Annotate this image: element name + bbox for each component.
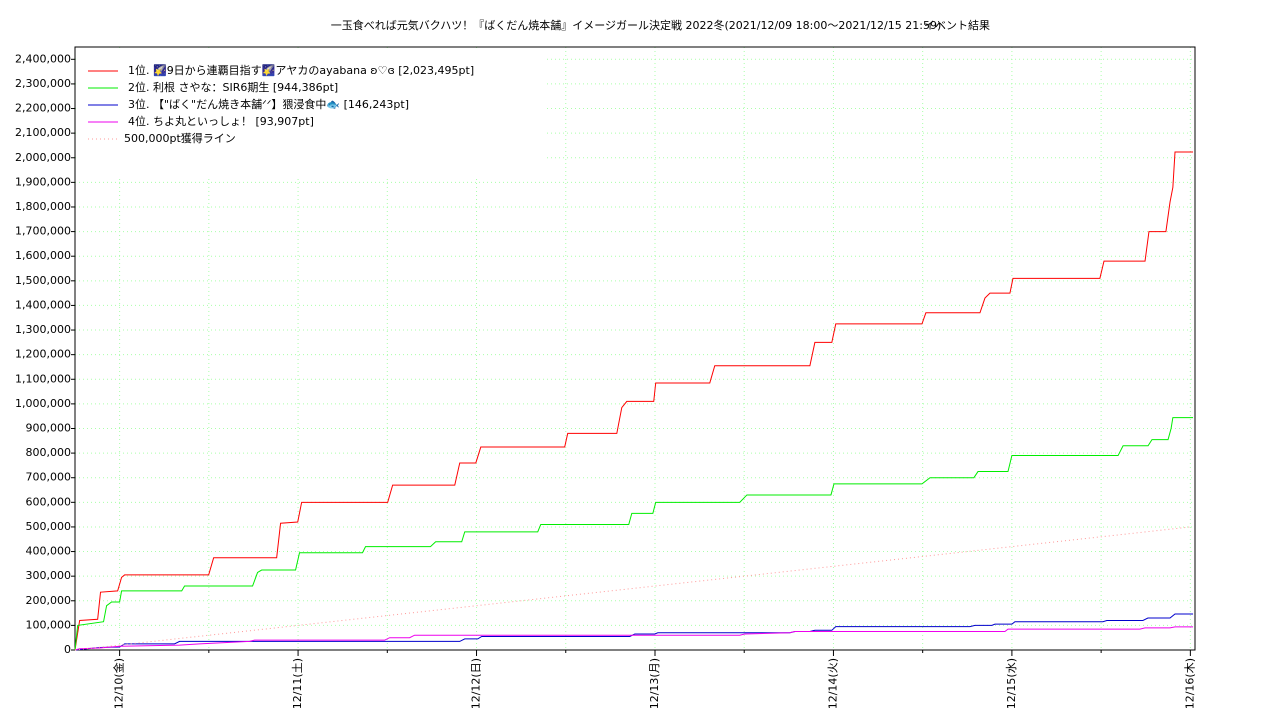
y-tick-label: 2,300,000 [15, 77, 71, 90]
chart-title: 一玉食べれば元気バクハツ！『ばくだん焼本舗』イメージガール決定戦 2022冬(2… [331, 18, 942, 32]
y-tick-label: 1,700,000 [15, 225, 71, 238]
y-tick-label: 2,000,000 [15, 151, 71, 164]
x-tick-label: 12/12(日) [470, 658, 483, 709]
y-tick-label: 1,100,000 [15, 372, 71, 385]
y-tick-label: 300,000 [26, 569, 72, 582]
x-tick-label: 12/13(月) [648, 658, 661, 709]
series-line [74, 417, 1194, 651]
y-tick-label: 2,400,000 [15, 52, 71, 65]
legend-label: 3位. 【"ばく"だん焼き本舗ᐟᐟ】猥浸食中🐟 [146,243pt] [128, 97, 409, 111]
y-tick-label: 1,600,000 [15, 249, 71, 262]
y-tick-label: 1,500,000 [15, 274, 71, 287]
y-tick-label: 500,000 [26, 520, 72, 533]
y-tick-label: 0 [64, 643, 71, 656]
y-tick-label: 800,000 [26, 446, 72, 459]
y-tick-label: 400,000 [26, 545, 72, 558]
legend-label: 4位. ちよ丸といっしょ！ [93,907pt] [128, 114, 314, 128]
chart-subtitle: イベント結果 [924, 18, 990, 32]
y-tick-label: 100,000 [26, 618, 72, 631]
y-tick-label: 1,000,000 [15, 397, 71, 410]
x-tick-label: 12/10(金) [112, 658, 126, 709]
plot-frame [74, 46, 1196, 651]
legend-box [76, 48, 544, 178]
y-tick-label: 1,300,000 [15, 323, 71, 336]
y-tick-label: 1,200,000 [15, 348, 71, 361]
x-tick-label: 12/14(火) [826, 658, 839, 709]
y-tick-label: 900,000 [26, 421, 72, 434]
legend-label: 1位. 🌠9日から連覇目指す🌠アヤカのayabana ʚ♡ɞ [2,023,49… [128, 63, 474, 77]
y-tick-label: 1,800,000 [15, 200, 71, 213]
y-tick-label: 700,000 [26, 471, 72, 484]
y-tick-label: 2,200,000 [15, 102, 71, 115]
y-tick-label: 1,400,000 [15, 298, 71, 311]
series-line [74, 151, 1194, 651]
y-tick-label: 600,000 [26, 495, 72, 508]
x-tick-label: 12/15(水) [1005, 658, 1018, 709]
legend-label: 2位. 利根 さやな：SIR6期生 [944,386pt] [128, 80, 338, 94]
y-tick-label: 1,900,000 [15, 175, 71, 188]
series-line [74, 626, 1194, 651]
y-tick-label: 2,100,000 [15, 126, 71, 139]
x-tick-label: 12/16(木) [1183, 658, 1196, 709]
y-tick-label: 200,000 [26, 594, 72, 607]
legend-label: 500,000pt獲得ライン [124, 132, 236, 145]
x-tick-label: 12/11(土) [291, 658, 304, 709]
